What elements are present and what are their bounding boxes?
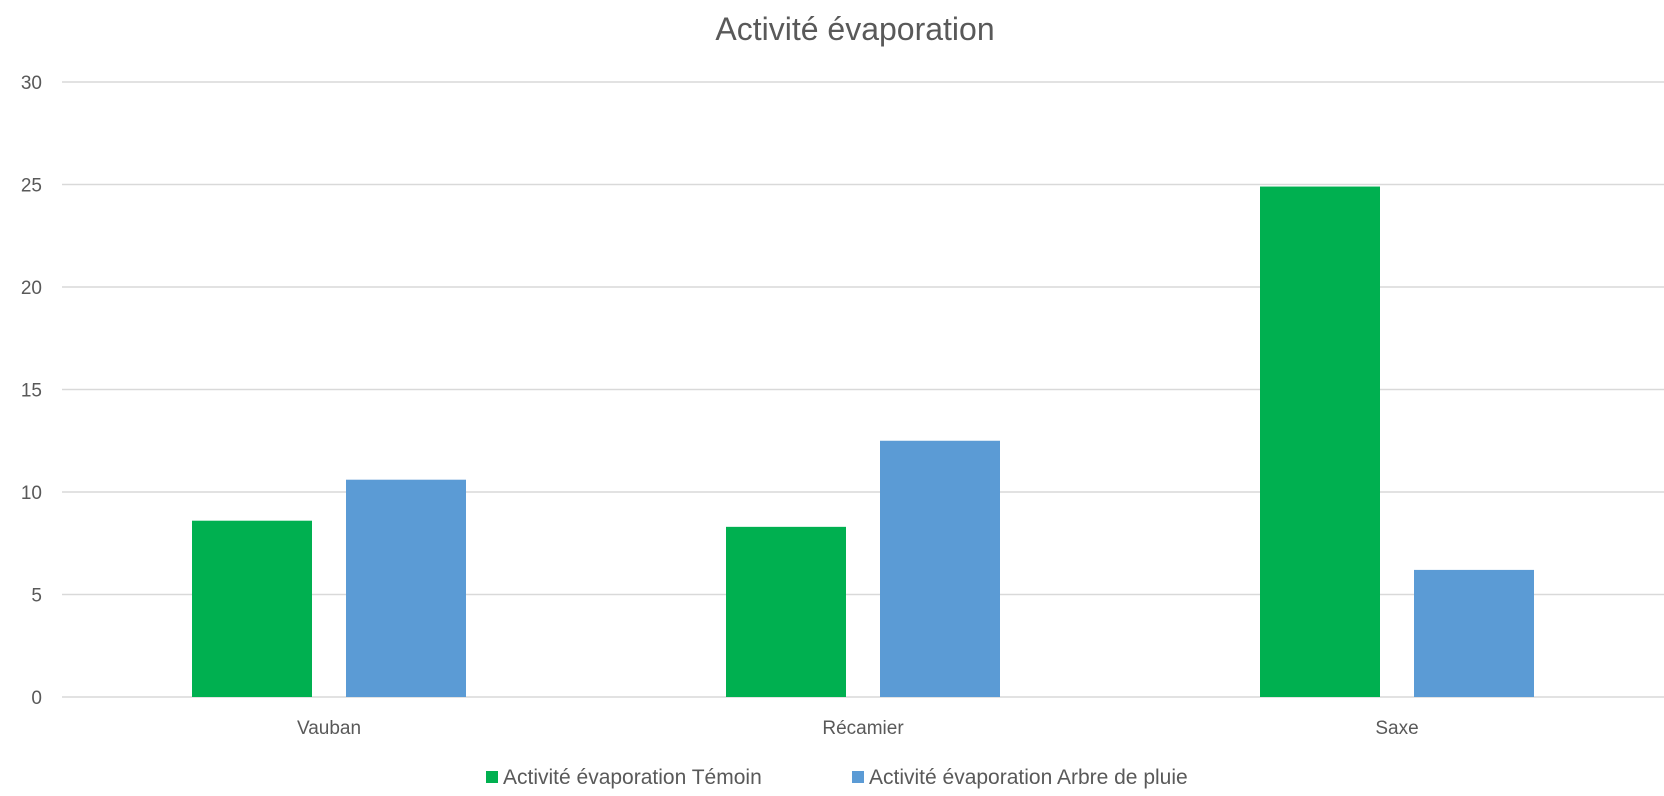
bar-temoin-1 [726,526,846,697]
y-tick-label: 15 [21,381,42,402]
y-tick-label: 5 [31,586,42,607]
bar-temoin-0 [192,520,312,697]
legend-label: Activité évaporation Arbre de pluie [869,766,1188,789]
legend-swatch [852,771,864,783]
y-tick-label: 25 [21,176,42,197]
bar-temoin-2 [1260,186,1380,698]
chart-title: Activité évaporation [715,11,994,47]
x-category-label: Saxe [1375,718,1418,739]
y-axis-ticks: 0 5 10 15 20 25 30 [21,73,42,709]
y-tick-label: 0 [31,688,42,709]
legend-label: Activité évaporation Témoin [503,766,762,789]
bars [192,186,1534,698]
legend: Activité évaporation Témoin Activité évap… [486,766,1188,789]
bar-arbre-de-pluie-1 [880,440,1000,697]
legend-swatch [486,771,498,783]
y-tick-label: 30 [21,73,42,94]
y-tick-label: 10 [21,483,42,504]
gridlines [62,81,1664,698]
x-category-label: Récamier [822,718,904,739]
x-category-label: Vauban [297,718,361,739]
x-axis-categories: Vauban Récamier Saxe [297,718,1419,739]
bar-arbre-de-pluie-2 [1414,569,1534,697]
y-tick-label: 20 [21,278,42,299]
bar-arbre-de-pluie-0 [346,479,466,697]
